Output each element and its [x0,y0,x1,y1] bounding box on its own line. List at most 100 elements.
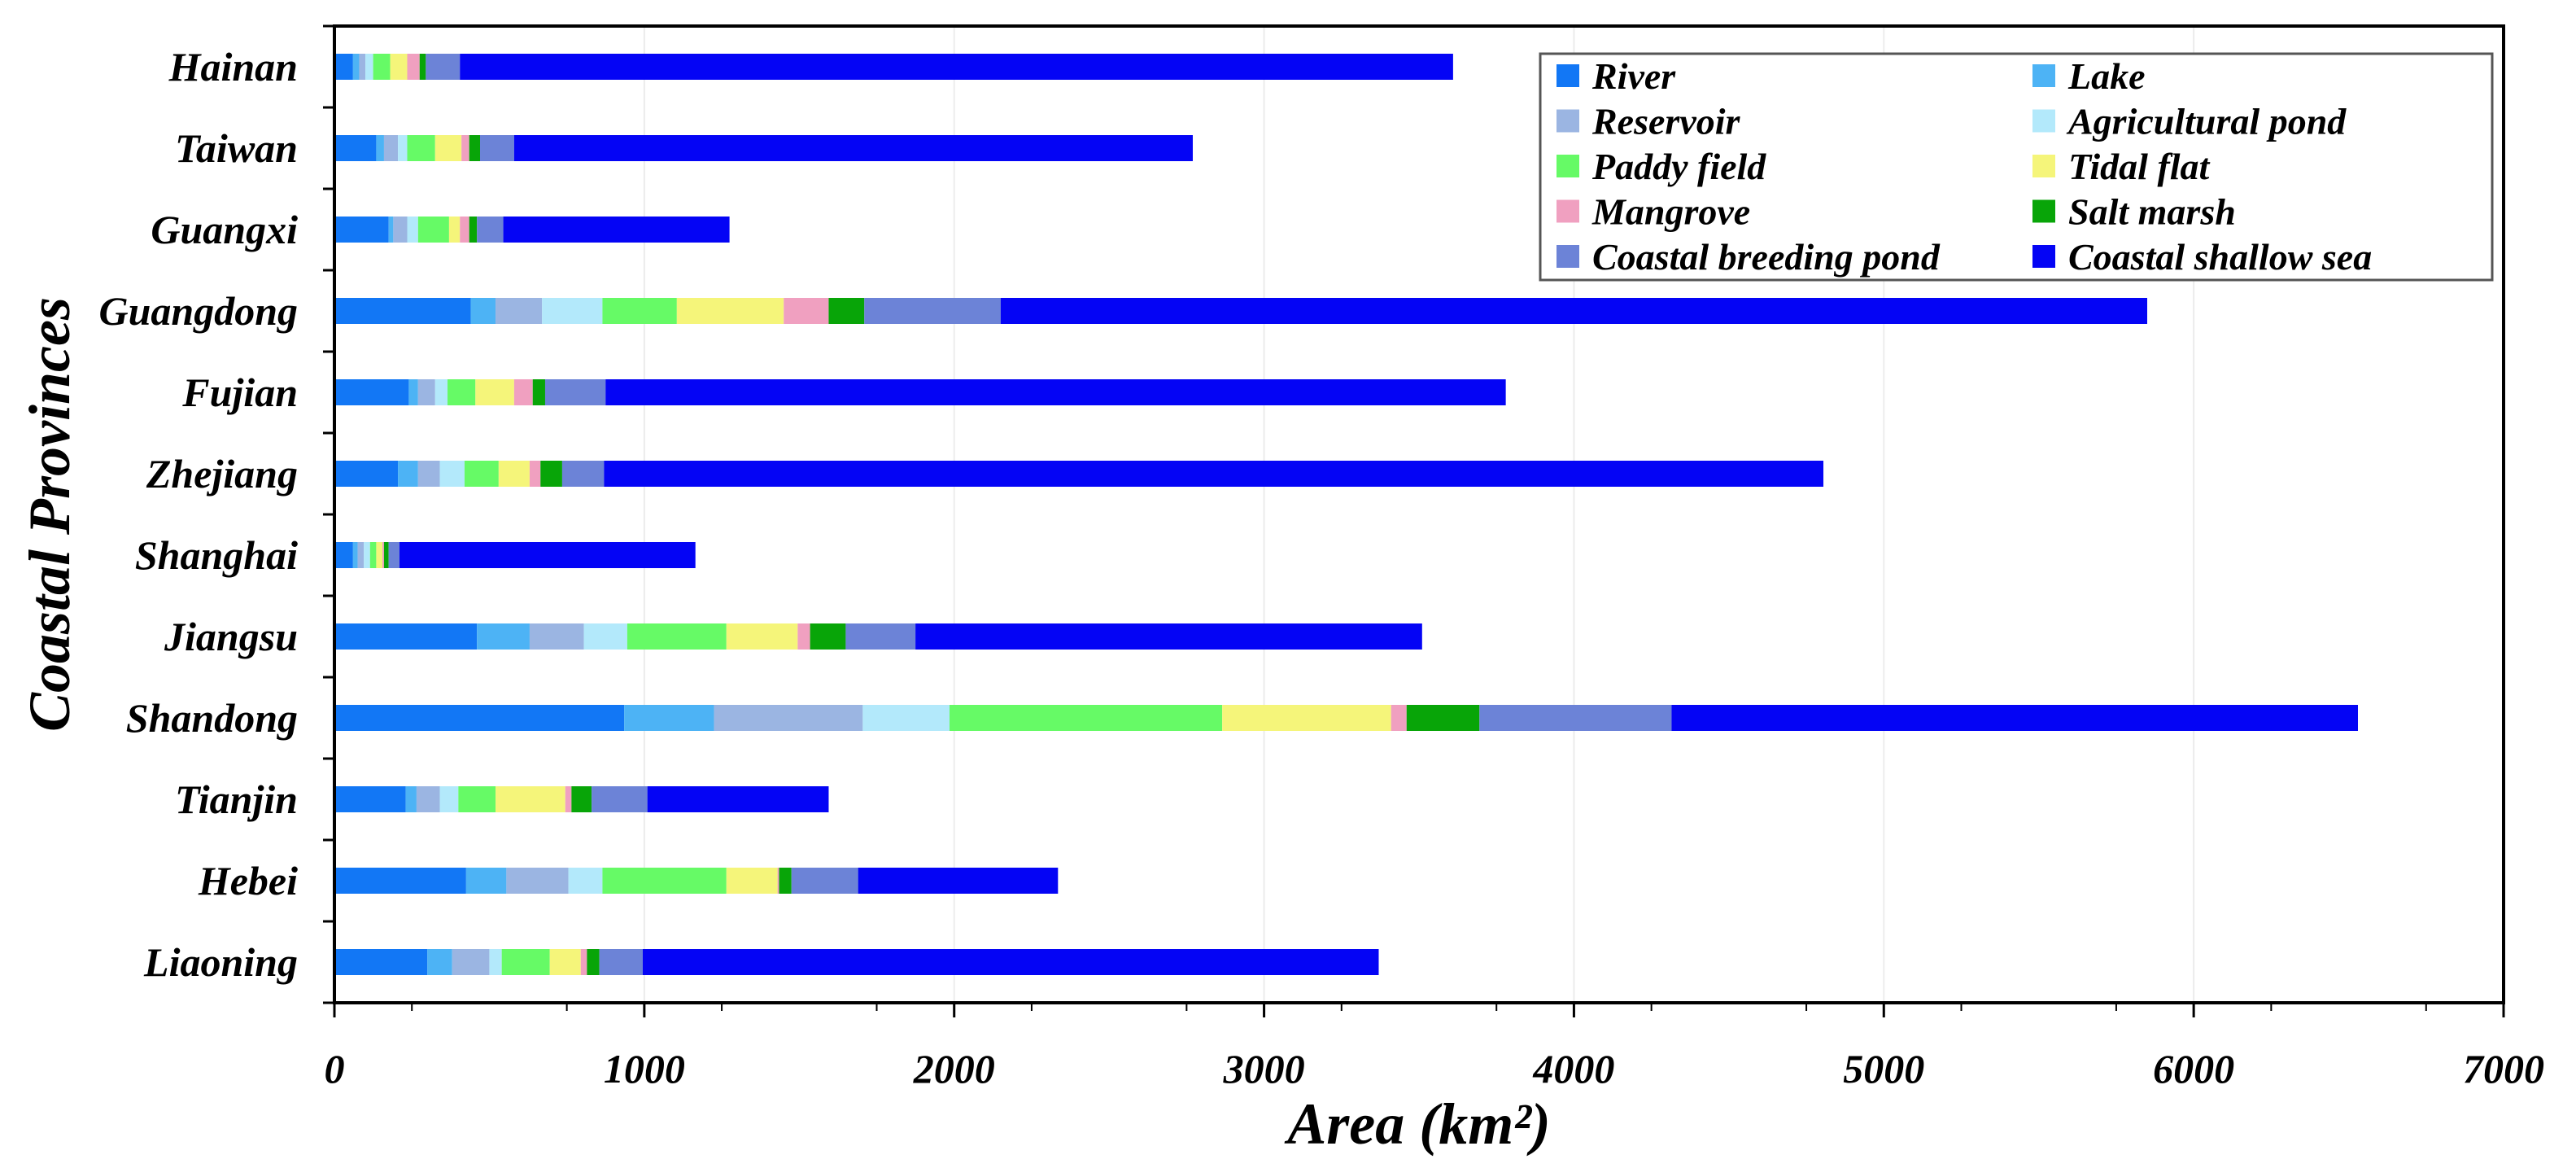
bar-segment [417,217,449,243]
bar-segment [498,461,530,487]
bar-segment [405,786,417,812]
bar-segment [334,54,353,80]
bar-segment [448,217,461,243]
legend-swatch [2032,155,2055,177]
bar-segment [458,786,496,812]
bar-segment [477,623,530,650]
bar-segment [388,542,399,568]
y-tick-label: Guangdong [98,288,298,334]
bar-segment [448,379,476,405]
bar-segment [587,949,600,975]
bar-segment [390,54,408,80]
bar-segment [334,949,428,975]
bar-segment [334,135,377,161]
legend-frame [1539,52,2494,282]
legend-label: Lake [2067,55,2146,97]
bar-segment [383,542,389,568]
legend-swatch [1557,155,1579,177]
x-tick-label: 6000 [2153,1046,2234,1091]
bar-segment [529,461,541,487]
bar-segment [605,379,1506,405]
bar-segment [777,868,779,894]
bar-segment [950,705,1223,731]
bar-segment [568,868,603,894]
bar-segment [352,54,360,80]
bar-segment [475,379,514,405]
legend-swatch [2032,64,2055,87]
bar-segment [862,705,950,731]
bar-segment [480,135,514,161]
bar-segment [1391,705,1407,731]
bar-segment [383,135,399,161]
x-tick-label: 1000 [604,1046,685,1091]
bar-segment [784,298,829,324]
bar-segment [1671,705,2358,731]
bar-segment [399,542,696,568]
bar-segment [398,461,418,487]
bar-segment [393,217,408,243]
x-tick-label: 5000 [1843,1046,1924,1091]
y-axis: Liaoning Hebei Tianjin Shandong Jiangsu Shang… [98,24,334,1004]
bar-segment [1222,705,1391,731]
bar-segment [334,461,399,487]
bar-segment [426,54,461,80]
bar-segment [714,705,863,731]
bar-segment [376,542,383,568]
bar-segment [542,298,603,324]
bar-segment [334,298,471,324]
bar-segment [571,786,592,812]
bar-segment [364,542,370,568]
bar-segment [382,542,384,568]
legend-label: Salt marsh [2068,191,2236,233]
bar-segment [791,868,858,894]
bar-segment [496,786,565,812]
bar-segment [359,54,366,80]
bar-segment [602,298,677,324]
x-tick-label: 2000 [913,1046,995,1091]
bar-segment [334,542,353,568]
bar-segment [642,949,1379,975]
y-tick-label: Fujian [181,370,298,415]
bar-segment [592,786,648,812]
bar-segment [469,135,481,161]
bar-segment [489,949,502,975]
bar-segment [460,54,1453,80]
bars [334,54,2358,975]
x-tick-label: 4000 [1532,1046,1614,1091]
bar-segment [407,217,418,243]
bar-segment [357,542,365,568]
y-axis-title: Coastal Provinces [17,297,82,732]
bar-segment [477,217,504,243]
legend-swatch [1557,245,1579,268]
bar-segment [439,461,465,487]
bar-segment [334,217,389,243]
bar-segment [561,461,605,487]
bar-segment [540,461,562,487]
bar-segment [580,949,587,975]
bar-segment [828,298,865,324]
bar-segment [627,623,727,650]
bar-segment [544,379,606,405]
y-tick-label: Liaoning [143,939,298,985]
bar-segment [845,623,916,650]
y-tick-label: Tianjin [175,776,298,822]
bar-segment [501,949,550,975]
bar-segment [388,217,394,243]
bar-segment [496,298,543,324]
x-tick-label: 0 [325,1046,345,1091]
legend-label: Tidal flat [2068,146,2211,187]
x-axis-title: Area (km²) [1284,1091,1551,1157]
bar-segment [599,949,643,975]
bar-segment [1479,705,1672,731]
y-tick-label: Zhejiang [146,451,298,497]
bar-segment [365,54,373,80]
bar-segment [419,54,426,80]
legend-swatch [2032,245,2055,268]
bar-segment [334,379,409,405]
bar-segment [408,379,418,405]
bar-segment [417,461,440,487]
bar-segment [503,217,730,243]
y-tick-label: Jiangsu [164,614,298,659]
bar-segment [549,949,581,975]
